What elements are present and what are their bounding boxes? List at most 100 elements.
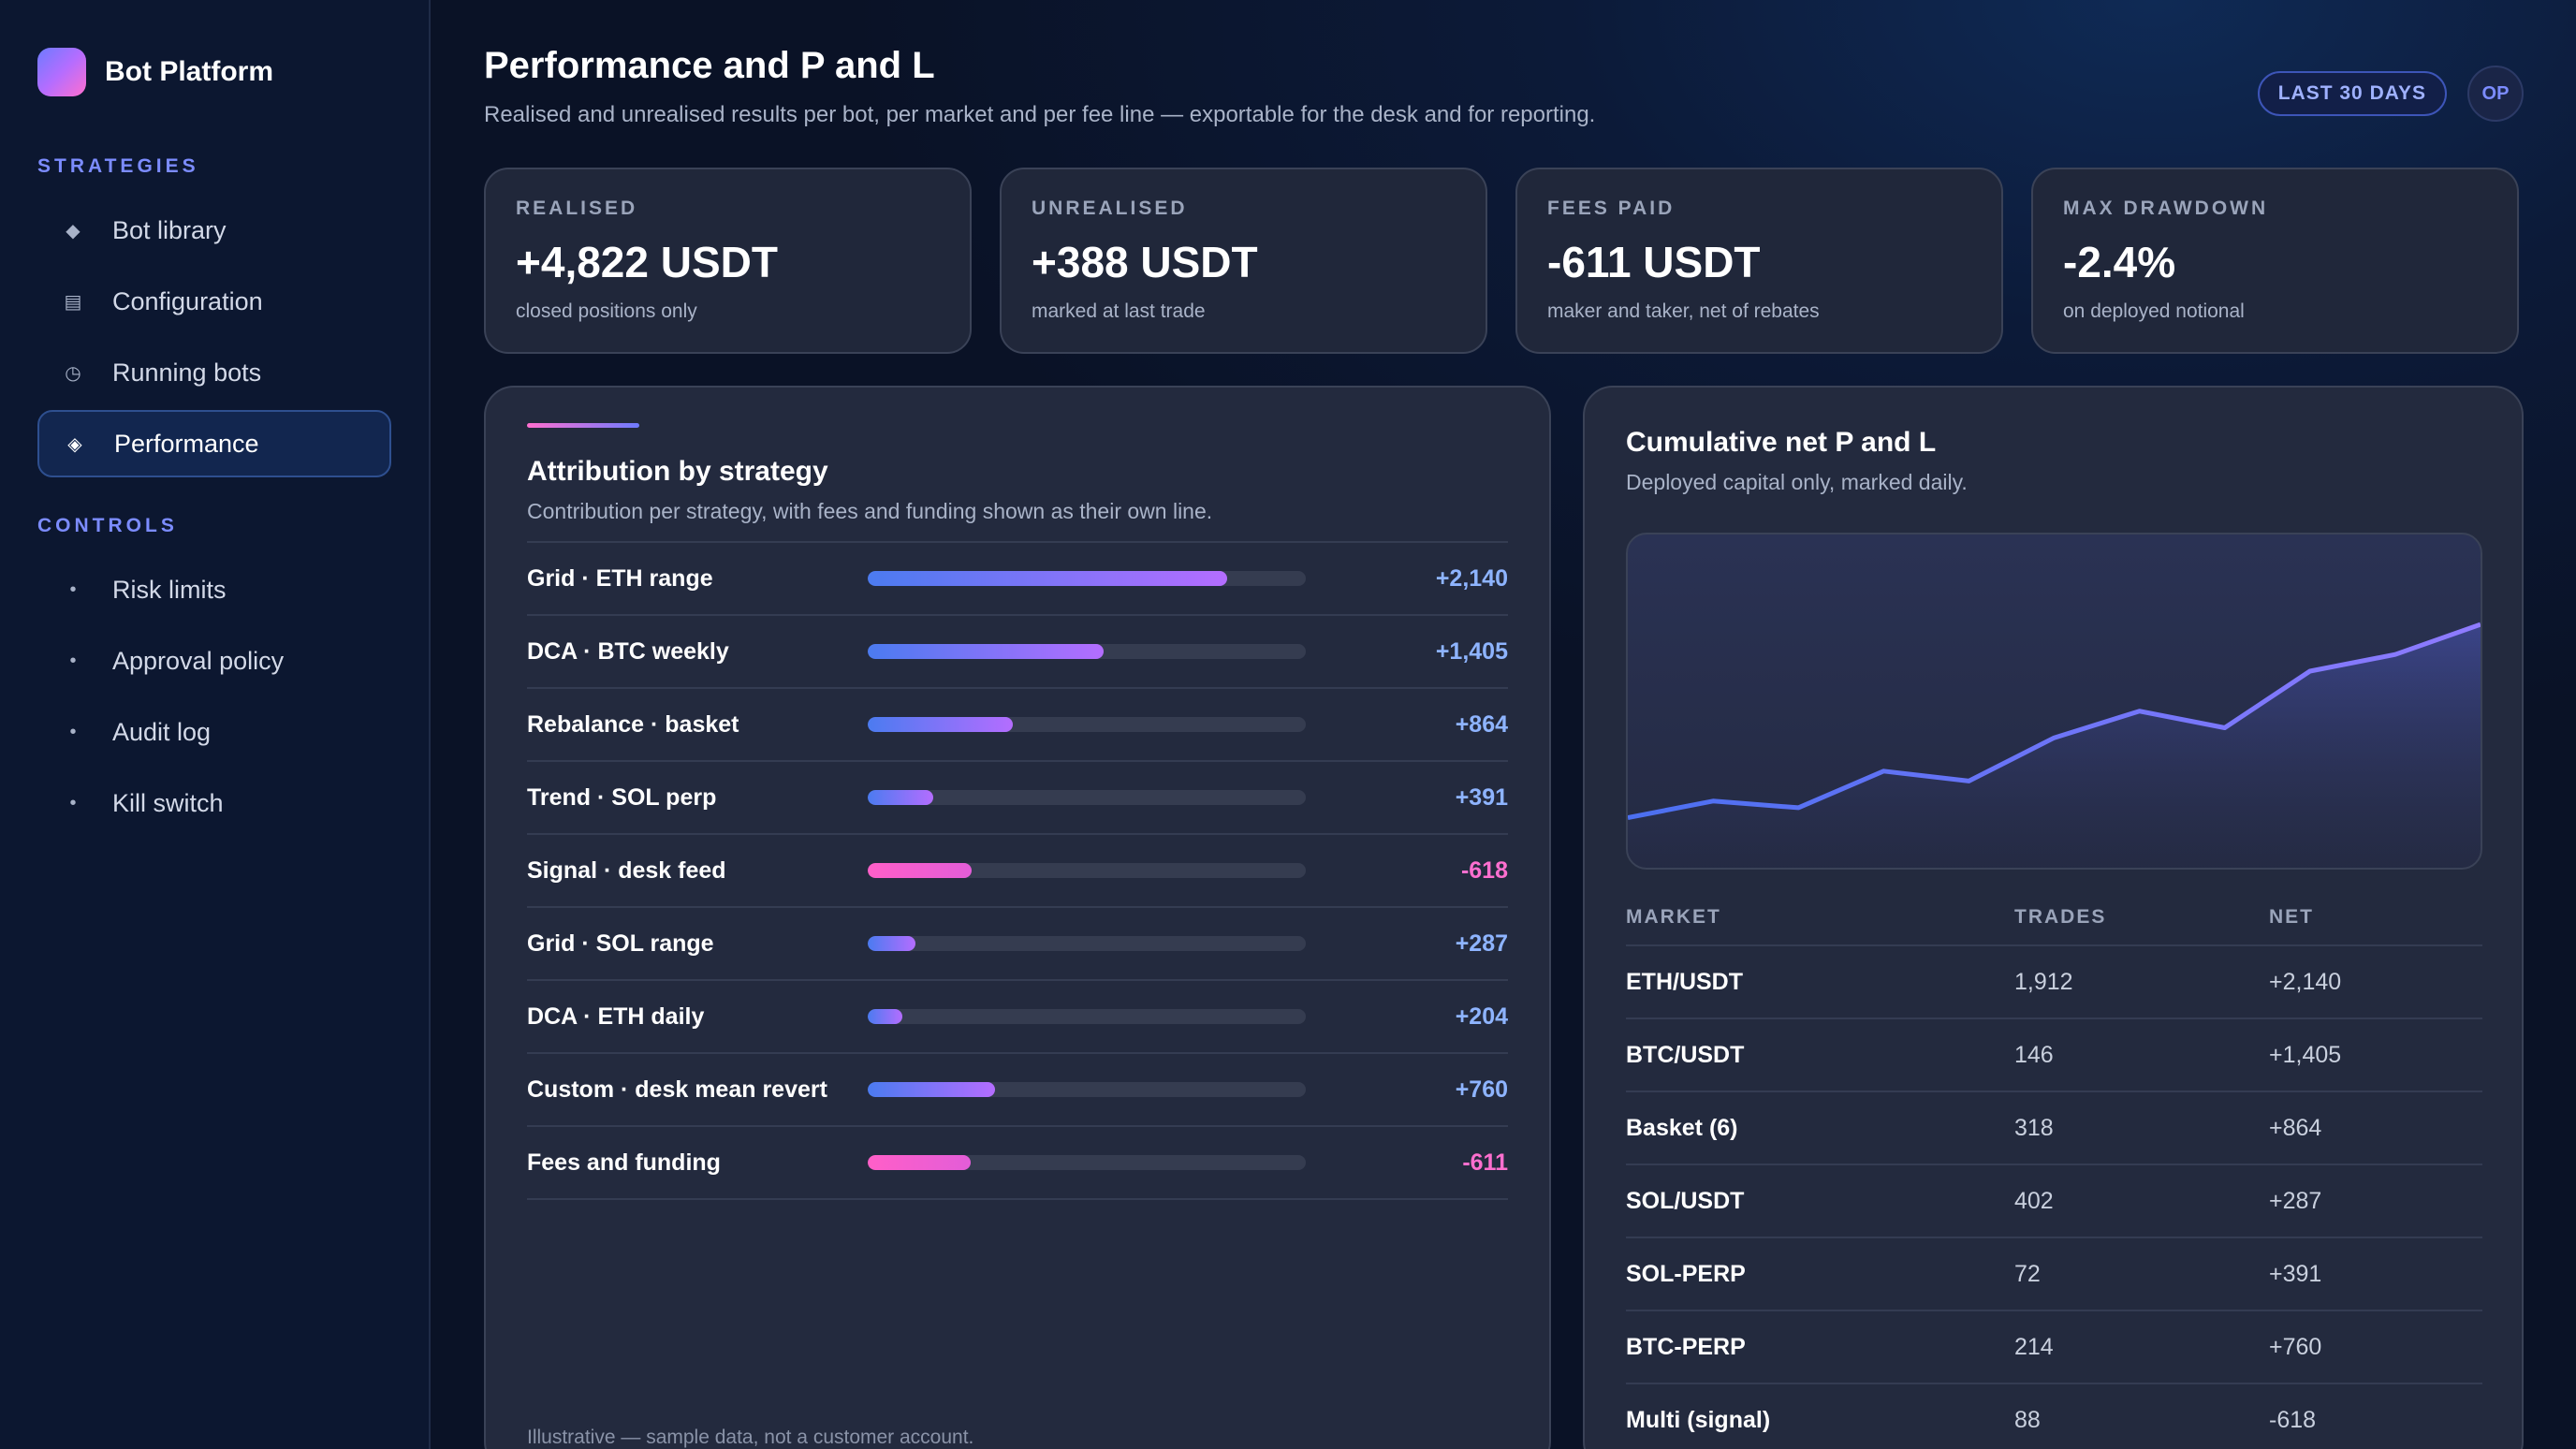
- attribution-row: Grid · ETH range +2,140: [527, 543, 1508, 616]
- attribution-name: DCA · ETH daily: [527, 1003, 705, 1030]
- net-cell: +864: [2269, 1114, 2322, 1141]
- kpi-label: MAX DRAWDOWN: [2063, 198, 2269, 219]
- attribution-bar-track: [868, 863, 1306, 878]
- strategies-section-label: STRATEGIES: [37, 155, 199, 177]
- attribution-bar: [868, 1082, 996, 1097]
- brand-logo-icon: [37, 48, 86, 96]
- header-actions: LAST 30 DAYS OP: [2257, 66, 2524, 122]
- diamond-outline-icon: ◈: [67, 433, 82, 455]
- kpi-value: +4,822 USDT: [516, 238, 778, 286]
- kpi-card-realised: REALISED +4,822 USDT closed positions on…: [484, 168, 972, 354]
- trades-cell: 402: [2014, 1187, 2054, 1214]
- attribution-value: +204: [1455, 1003, 1508, 1030]
- sidebar-item-approval-policy[interactable]: • Approval policy: [37, 627, 391, 695]
- attribution-bar-track: [868, 790, 1306, 805]
- attribution-value: +1,405: [1435, 637, 1508, 665]
- table-row[interactable]: SOL/USDT 402 +287: [1626, 1165, 2482, 1238]
- kpi-note: on deployed notional: [2063, 300, 2245, 322]
- column-header-trades: TRADES: [2014, 906, 2107, 928]
- sidebar-item-audit-log[interactable]: • Audit log: [37, 698, 391, 766]
- attribution-bar: [868, 1009, 902, 1024]
- kpi-note: marked at last trade: [1032, 300, 1206, 322]
- market-table-header: MARKET TRADES NET: [1626, 890, 2482, 946]
- diamond-icon: ◆: [66, 220, 80, 242]
- sidebar-item-label: Kill switch: [112, 788, 224, 817]
- attribution-panel: Attribution by strategy Contribution per…: [484, 386, 1551, 1449]
- panel-title: Cumulative net P and L: [1626, 427, 1937, 458]
- kpi-note: maker and taker, net of rebates: [1547, 300, 1820, 322]
- sidebar-item-configuration[interactable]: ▤ Configuration: [37, 268, 391, 335]
- sidebar: Bot Platform STRATEGIES ◆ Bot library ▤ …: [0, 0, 431, 1449]
- footnote: Illustrative — sample data, not a custom…: [527, 1427, 974, 1448]
- kpi-value: -2.4%: [2063, 238, 2176, 286]
- sidebar-item-label: Approval policy: [112, 646, 285, 675]
- attribution-bar: [868, 790, 934, 805]
- panels: Attribution by strategy Contribution per…: [484, 386, 2524, 1449]
- net-cell: +391: [2269, 1260, 2322, 1287]
- attribution-row: Grid · SOL range +287: [527, 908, 1508, 981]
- net-cell: +760: [2269, 1333, 2322, 1360]
- chart-line: [1628, 622, 2481, 821]
- bullet-icon: •: [69, 792, 77, 813]
- page-title: Performance and P and L: [484, 45, 935, 86]
- net-cell: +287: [2269, 1187, 2322, 1214]
- net-cell: +1,405: [2269, 1041, 2342, 1068]
- main-content: Performance and P and L Realised and unr…: [431, 0, 2576, 1449]
- attribution-name: Custom · desk mean revert: [527, 1076, 827, 1103]
- attribution-name: DCA · BTC weekly: [527, 637, 729, 665]
- sidebar-item-label: Performance: [114, 429, 259, 458]
- attribution-value: -611: [1462, 1149, 1508, 1176]
- cumulative-panel: Cumulative net P and L Deployed capital …: [1583, 386, 2524, 1449]
- market-cell: SOL-PERP: [1626, 1260, 1746, 1287]
- market-cell: Multi (signal): [1626, 1406, 1771, 1433]
- kpi-card-fees-paid: FEES PAID -611 USDT maker and taker, net…: [1515, 168, 2003, 354]
- table-row[interactable]: Multi (signal) 88 -618: [1626, 1384, 2482, 1449]
- sidebar-item-kill-switch[interactable]: • Kill switch: [37, 769, 391, 837]
- kpi-card-max-drawdown: MAX DRAWDOWN -2.4% on deployed notional: [2031, 168, 2519, 354]
- date-range-button[interactable]: LAST 30 DAYS: [2257, 71, 2447, 116]
- page-subtitle: Realised and unrealised results per bot,…: [484, 102, 1596, 127]
- sidebar-item-label: Configuration: [112, 286, 263, 315]
- market-cell: ETH/USDT: [1626, 968, 1743, 995]
- attribution-list: Grid · ETH range +2,140 DCA · BTC weekly +1…: [527, 541, 1508, 1200]
- attribution-value: +2,140: [1435, 564, 1508, 592]
- attribution-row: Trend · SOL perp +391: [527, 762, 1508, 835]
- attribution-row: Custom · desk mean revert +760: [527, 1054, 1508, 1127]
- table-row[interactable]: ETH/USDT 1,912 +2,140: [1626, 946, 2482, 1019]
- panel-subtitle: Contribution per strategy, with fees and…: [527, 499, 1213, 523]
- attribution-bar-track: [868, 571, 1306, 586]
- sidebar-item-running-bots[interactable]: ◷ Running bots: [37, 339, 391, 406]
- attribution-name: Rebalance · basket: [527, 710, 739, 738]
- table-row[interactable]: BTC-PERP 214 +760: [1626, 1311, 2482, 1384]
- sidebar-item-risk-limits[interactable]: • Risk limits: [37, 556, 391, 623]
- avatar[interactable]: OP: [2467, 66, 2524, 122]
- accent-line: [527, 423, 639, 428]
- clock-icon: ◷: [65, 362, 81, 384]
- attribution-row: Fees and funding -611: [527, 1127, 1508, 1200]
- attribution-bar: [868, 644, 1104, 659]
- sidebar-item-performance[interactable]: ◈ Performance: [37, 410, 391, 477]
- attribution-value: -618: [1460, 856, 1508, 884]
- attribution-bar-track: [868, 717, 1306, 732]
- table-row[interactable]: Basket (6) 318 +864: [1626, 1092, 2482, 1165]
- sidebar-item-bot-library[interactable]: ◆ Bot library: [37, 197, 391, 264]
- bullet-icon: •: [69, 578, 77, 600]
- market-table: MARKET TRADES NET ETH/USDT 1,912 +2,140 BTC…: [1626, 890, 2482, 1449]
- market-table-body: ETH/USDT 1,912 +2,140 BTC/USDT 146 +1,405 Bask…: [1626, 946, 2482, 1449]
- kpi-value: -611 USDT: [1547, 238, 1761, 286]
- table-row[interactable]: SOL-PERP 72 +391: [1626, 1238, 2482, 1311]
- bullet-icon: •: [69, 721, 77, 742]
- kpi-label: UNREALISED: [1032, 198, 1188, 219]
- attribution-bar-track: [868, 936, 1306, 951]
- sidebar-item-label: Risk limits: [112, 575, 227, 604]
- table-row[interactable]: BTC/USDT 146 +1,405: [1626, 1019, 2482, 1092]
- cumulative-chart: [1626, 533, 2482, 870]
- attribution-bar: [868, 1155, 971, 1170]
- attribution-value: +760: [1455, 1076, 1508, 1103]
- attribution-name: Signal · desk feed: [527, 856, 726, 884]
- net-cell: -618: [2269, 1406, 2317, 1433]
- attribution-row: Signal · desk feed -618: [527, 835, 1508, 908]
- cumulative-chart-svg: [1628, 622, 2481, 868]
- attribution-value: +864: [1455, 710, 1508, 738]
